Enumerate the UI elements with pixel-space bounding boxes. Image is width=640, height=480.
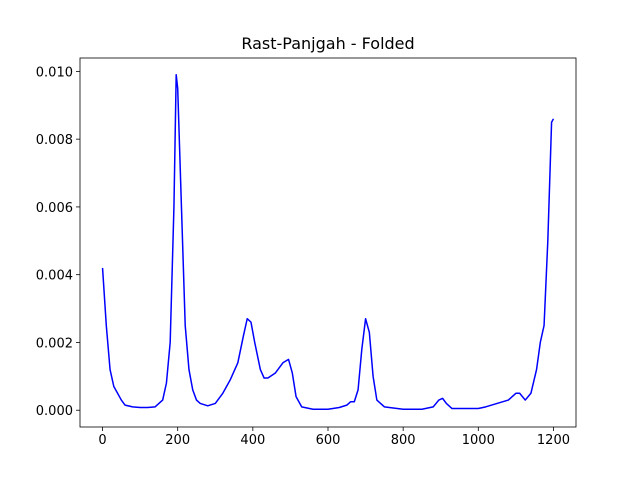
chart-title: Rast-Panjgah - Folded (241, 34, 414, 53)
x-tick-label: 800 (391, 433, 416, 448)
x-tick-label: 400 (240, 433, 265, 448)
x-tick-label: 0 (98, 433, 106, 448)
y-tick-label: 0.006 (36, 201, 73, 216)
x-tick-label: 1200 (537, 433, 570, 448)
x-tick-label: 1000 (462, 433, 495, 448)
y-tick-label: 0.008 (36, 133, 73, 148)
plot-frame (79, 57, 577, 428)
y-tick-label: 0.000 (36, 404, 73, 419)
x-tick-label: 600 (316, 433, 341, 448)
y-tick-label: 0.004 (36, 269, 73, 284)
y-tick-label: 0.010 (36, 65, 73, 80)
y-tick-label: 0.002 (36, 336, 73, 351)
line-series (101, 74, 555, 410)
x-tick-label: 200 (165, 433, 190, 448)
